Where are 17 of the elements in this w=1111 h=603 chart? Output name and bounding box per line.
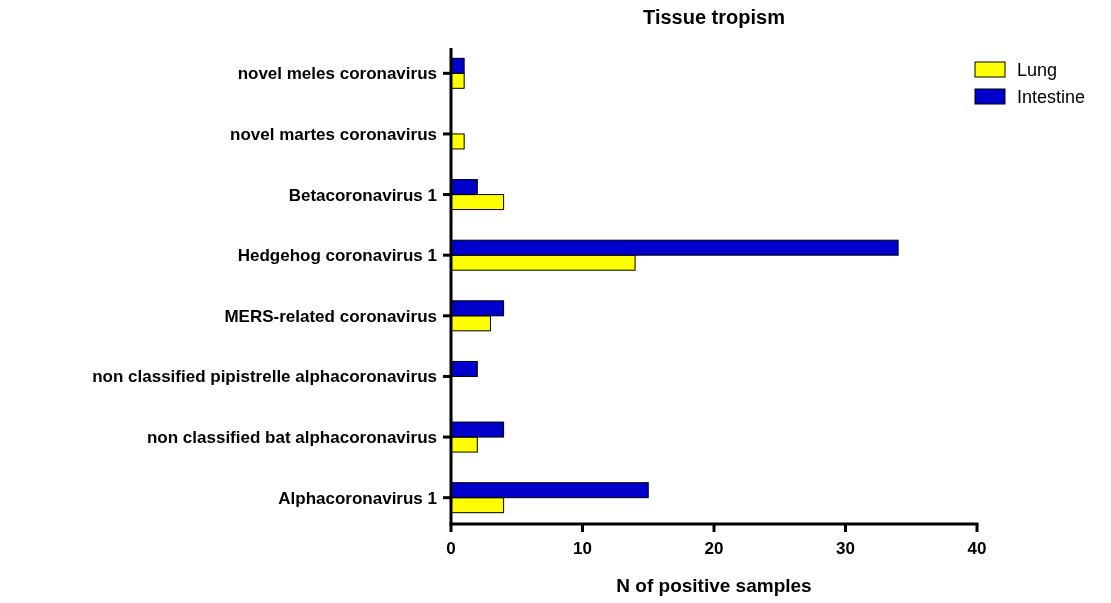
y-tick-label: novel martes coronavirus	[230, 124, 437, 144]
x-tick-label: 40	[967, 539, 987, 558]
y-tick-label: Alphacoronavirus 1	[278, 488, 437, 508]
x-axis-title: N of positive samples	[616, 575, 812, 596]
y-tick-label: Hedgehog coronavirus 1	[237, 246, 437, 266]
legend-label: Lung	[1017, 60, 1058, 80]
x-tick-label: 10	[573, 539, 592, 558]
chart-title: Tissue tropism	[643, 6, 785, 28]
y-tick-label: non classified bat alphacoronavirus	[146, 428, 437, 448]
x-tick-label: 0	[446, 539, 456, 558]
legend-label: Intestine	[1017, 87, 1086, 107]
y-tick-label: non classified pipistrelle alphacoronavirus	[92, 367, 437, 387]
x-tick-label: 20	[704, 539, 724, 558]
y-tick-label: novel meles coronavirus	[237, 64, 437, 84]
y-tick-label: Betacoronavirus 1	[288, 185, 437, 205]
x-tick-label: 30	[836, 539, 855, 558]
y-tick-label: MERS-related coronavirus	[224, 306, 437, 326]
